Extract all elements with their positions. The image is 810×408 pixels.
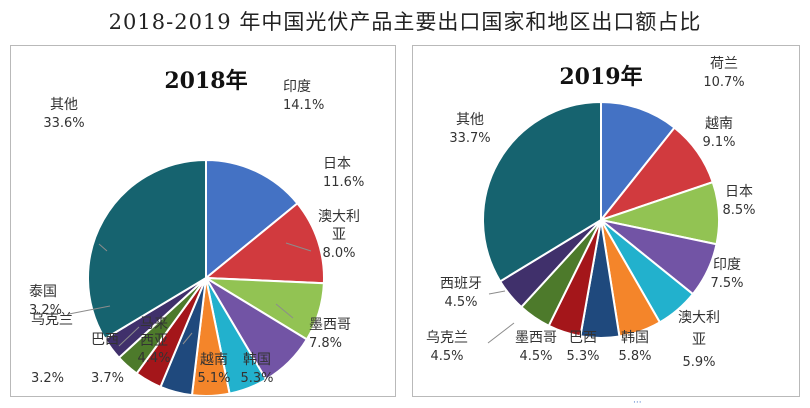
slice-name: 马来	[140, 316, 168, 332]
slice-label-2: 越南 9.1%	[702, 116, 735, 150]
slice-value: 7.8%	[309, 336, 342, 351]
slice-name: 韩国	[243, 352, 271, 368]
slice-name: 越南	[200, 352, 228, 368]
leader-line	[285, 242, 312, 252]
slice-name: 其他	[456, 112, 484, 128]
slice-label-10: 泰国 3.2%	[29, 284, 62, 318]
slice-value: 9.1%	[702, 135, 735, 150]
slice-name: 巴西	[91, 332, 119, 348]
slice-label-4: 印度 7.5%	[710, 257, 743, 291]
slice-name: 泰国	[29, 284, 57, 300]
chart-panel-2018: 2018年 印度 14.1% 日本 11.6% 澳大利亚 8.0% 墨西哥 7.8% 韩国 5.3%…	[10, 45, 396, 397]
slice-value: 5.1%	[197, 371, 230, 386]
slice-value: 8.0%	[322, 246, 355, 261]
slice-value: 4.5%	[444, 295, 477, 310]
slice-name: 墨西哥	[515, 330, 557, 346]
slice-value: 5.8%	[618, 349, 651, 364]
slice-value: 33.6%	[43, 116, 84, 131]
slice-label-10: 西班牙 4.5%	[440, 276, 482, 310]
slice-name: 亚	[332, 227, 346, 243]
leader-line	[98, 243, 108, 252]
slice-value: 5.3%	[240, 371, 273, 386]
leader-line	[68, 305, 111, 315]
slice-name: 荷兰	[710, 56, 738, 72]
main-title: 2018-2019 年中国光伏产品主要出口国家和地区出口额占比	[108, 10, 702, 34]
slice-name: 越南	[705, 116, 733, 132]
slice-name: 西班牙	[440, 276, 482, 292]
chart-title: 2018年	[164, 68, 247, 94]
slice-value: 4.5%	[430, 349, 463, 364]
slice-name: 乌克兰	[31, 312, 73, 328]
slice-name: 其他	[50, 97, 78, 113]
slice-name: 墨西哥	[309, 317, 351, 333]
slice-name: 日本	[725, 184, 753, 200]
slice-label-7: 巴西 5.3%	[566, 330, 599, 364]
slice-value: 4.4%	[137, 351, 170, 366]
slice-value: 3.2%	[29, 303, 62, 318]
slice-name: 印度	[283, 79, 311, 95]
footer-watermark: ···	[633, 398, 642, 408]
slice-label-6: 越南 5.1%	[197, 352, 230, 386]
slice-name: 巴西	[569, 330, 597, 346]
slice-label-1: 印度 14.1%	[283, 79, 324, 113]
slice-label-9: 乌克兰 4.5%	[426, 330, 468, 364]
slice-label-2: 日本 11.6%	[323, 156, 364, 190]
pie-slice-11	[87, 158, 207, 341]
leader-line	[182, 332, 193, 345]
slice-value: 4.5%	[519, 349, 552, 364]
slice-label-3: 日本 8.5%	[722, 184, 755, 218]
slice-name: 澳大利	[318, 209, 360, 225]
slice-name: 亚	[692, 332, 706, 348]
slice-name: 西亚	[140, 333, 168, 349]
slice-value: 10.7%	[703, 75, 744, 90]
slice-value: 3.7%	[91, 371, 124, 386]
slice-label-9: 乌克兰 3.2%	[31, 312, 73, 386]
slice-name: 澳大利	[678, 310, 720, 326]
slice-value: 14.1%	[283, 98, 324, 113]
leader-line	[487, 322, 515, 344]
slice-label-8: 墨西哥 4.5%	[515, 330, 557, 364]
slice-value: 11.6%	[323, 175, 364, 190]
slice-name: 印度	[713, 257, 741, 273]
leader-line	[488, 290, 506, 295]
slice-value: 7.5%	[710, 276, 743, 291]
pie-slice-1	[205, 158, 299, 281]
slice-name: 乌克兰	[426, 330, 468, 346]
chart-title: 2019年	[559, 64, 642, 90]
slice-name: 韩国	[621, 330, 649, 346]
slice-name: 日本	[323, 156, 351, 172]
slice-label-11: 其他 33.6%	[43, 97, 84, 131]
slice-value: 5.3%	[566, 349, 599, 364]
slice-value: 5.9%	[682, 355, 715, 370]
slice-label-8: 巴西 3.7%	[91, 332, 124, 386]
slice-value: 8.5%	[722, 203, 755, 218]
slice-label-5: 韩国 5.3%	[240, 352, 273, 386]
slice-label-6: 韩国 5.8%	[618, 330, 651, 364]
slice-label-4: 墨西哥 7.8%	[309, 317, 351, 351]
pie-slice-2	[203, 201, 325, 285]
pie-slice-11	[482, 100, 602, 283]
chart-panel-2019: 2019年 荷兰 10.7% 越南 9.1% 日本 8.5% 印度 7.5% 澳大利亚 5.9% 韩国…	[412, 45, 800, 397]
slice-label-11: 其他 33.7%	[449, 112, 490, 146]
leader-line	[118, 326, 140, 347]
slice-label-1: 荷兰 10.7%	[703, 56, 744, 90]
slice-value: 3.2%	[31, 371, 64, 386]
slice-value: 33.7%	[449, 131, 490, 146]
pie-slice-1	[600, 100, 676, 223]
leader-line	[275, 303, 294, 319]
